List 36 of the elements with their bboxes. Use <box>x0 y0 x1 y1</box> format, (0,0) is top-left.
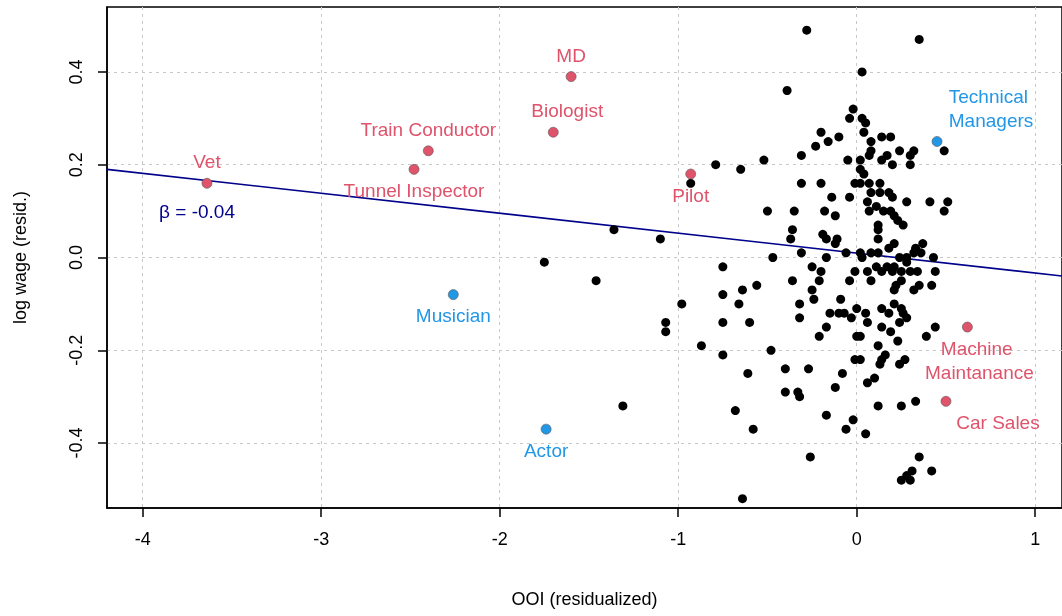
y-tick-label: -0.2 <box>66 334 86 366</box>
point <box>940 396 952 407</box>
data-label: Tunnel Inspector <box>343 180 486 202</box>
data-label: Train Conductor <box>360 119 497 141</box>
data-label: Biologist <box>531 100 604 122</box>
x-tick-label: -3 <box>313 529 330 549</box>
data-label: Pilot <box>672 184 710 206</box>
annotation: β = -0.04 <box>159 200 236 222</box>
data-label: Car Sales <box>956 412 1040 434</box>
y-tick-label: 0.2 <box>66 152 86 178</box>
data-label: MD <box>556 44 586 66</box>
x-tick-label: -1 <box>670 529 687 549</box>
data-label: Musician <box>415 305 491 327</box>
point <box>448 289 459 300</box>
y-axis-title: log wage (resid.) <box>10 190 30 325</box>
x-tick-label: 1 <box>1030 529 1041 549</box>
data-label: Actor <box>523 439 569 461</box>
point <box>201 177 213 189</box>
point <box>565 71 577 82</box>
data-label: Machine Maintanance <box>924 337 1034 383</box>
x-tick-label: -4 <box>134 529 151 549</box>
point <box>547 126 559 138</box>
x-axis-title: OOI (residualized) <box>511 589 658 609</box>
x-tick-label: 0 <box>851 529 862 549</box>
point <box>408 164 420 175</box>
data-label: Vet <box>193 151 222 173</box>
point <box>685 168 697 180</box>
x-tick-label: -2 <box>491 529 508 549</box>
point <box>962 321 973 333</box>
point <box>931 136 943 147</box>
y-tick-label: -0.4 <box>66 427 86 459</box>
y-tick-label: 0.4 <box>66 59 86 85</box>
data-label: Technical Managers <box>948 85 1034 131</box>
point <box>540 423 552 435</box>
y-tick-label: 0.0 <box>66 244 86 271</box>
point <box>423 145 434 157</box>
